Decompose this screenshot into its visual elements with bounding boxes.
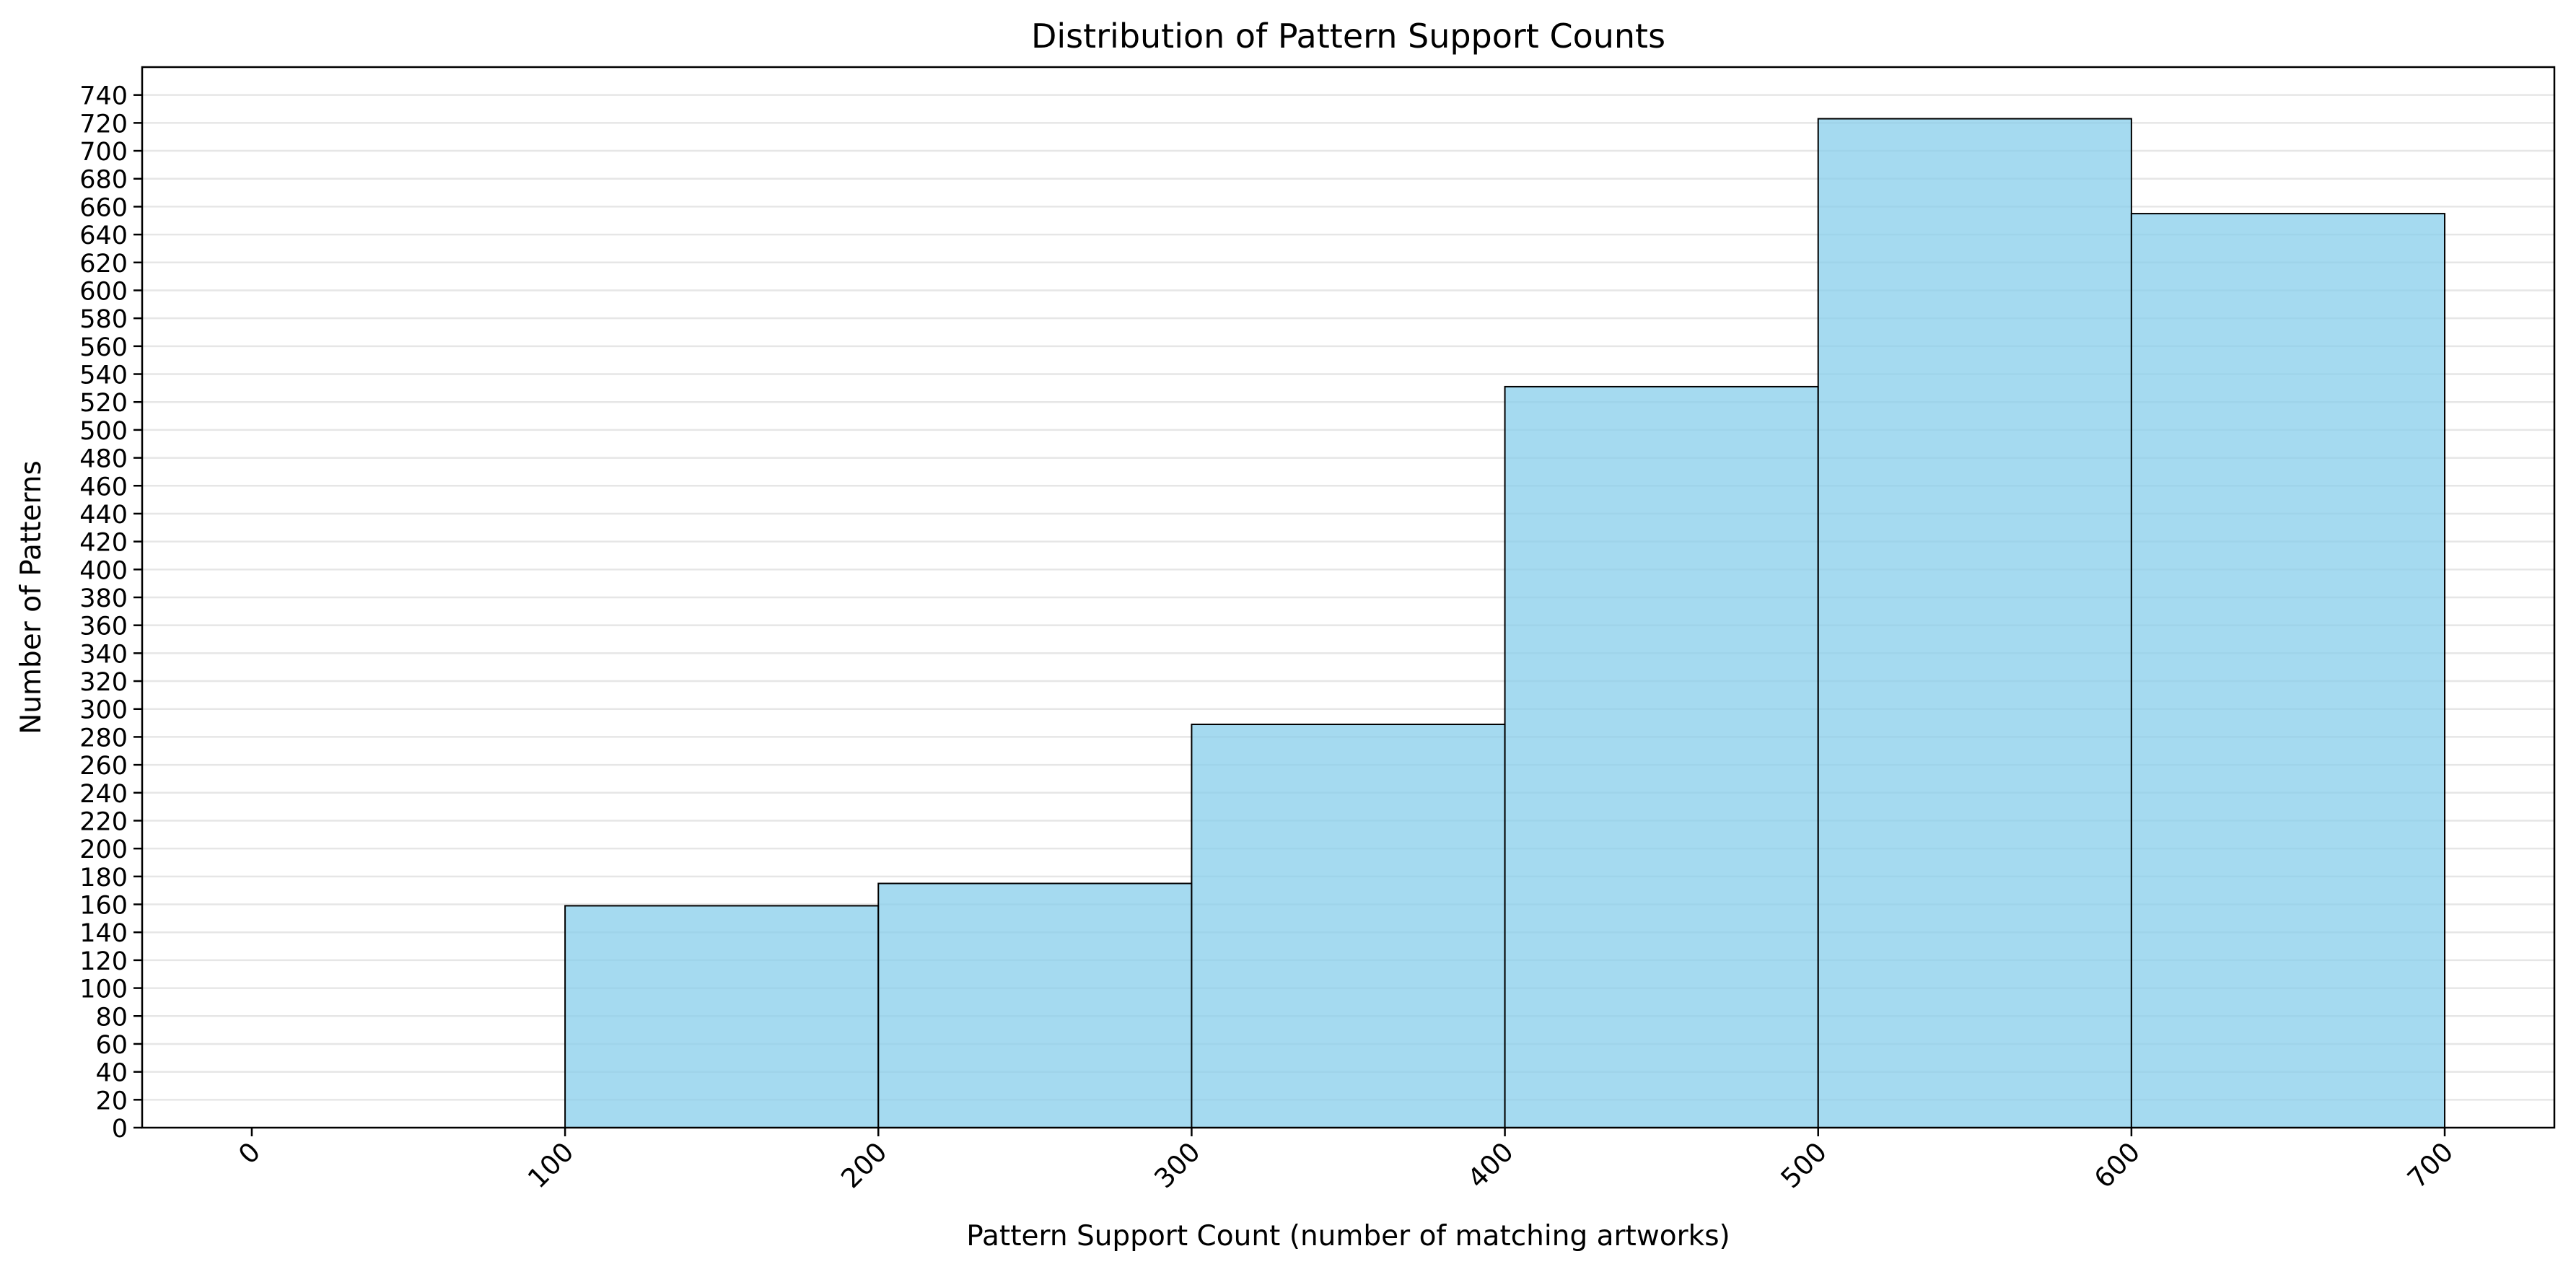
bars-layer: [564, 118, 2446, 1129]
y-tick-label: 100: [79, 975, 128, 1004]
y-tick-label: 540: [79, 361, 128, 390]
y-axis-label: Number of Patterns: [15, 460, 48, 734]
histogram-bar: [1817, 118, 2132, 1128]
y-tick-label: 280: [79, 724, 128, 752]
x-tick-label: 300: [1148, 1136, 1206, 1194]
x-axis-label: Pattern Support Count (number of matchin…: [966, 1220, 1730, 1252]
y-tick-label: 0: [112, 1115, 128, 1144]
histogram-bar: [564, 905, 880, 1129]
x-tick-label: 700: [2401, 1136, 2459, 1194]
y-tick-label: 660: [79, 193, 128, 222]
y-axis-ticks: 0204060801001201401601802002202402602803…: [79, 82, 142, 1144]
y-tick-label: 260: [79, 752, 128, 781]
y-tick-label: 380: [79, 584, 128, 613]
y-tick-label: 320: [79, 668, 128, 697]
x-axis-ticks: 0 100 200 300 400 500 600 700: [232, 1128, 2459, 1194]
y-tick-label: 400: [79, 556, 128, 585]
x-tick-label: 500: [1775, 1136, 1833, 1194]
y-tick-label: 620: [79, 250, 128, 278]
y-tick-label: 580: [79, 305, 128, 334]
x-tick-label: 0: [232, 1136, 266, 1170]
histogram-bar: [2130, 213, 2446, 1128]
y-tick-label: 720: [79, 110, 128, 139]
y-tick-label: 220: [79, 807, 128, 836]
y-tick-label: 520: [79, 389, 128, 418]
y-tick-label: 560: [79, 333, 128, 362]
y-tick-label: 60: [95, 1031, 128, 1060]
y-tick-label: 360: [79, 613, 128, 641]
y-tick-label: 240: [79, 780, 128, 809]
y-tick-label: 500: [79, 417, 128, 446]
x-tick-label: 400: [1462, 1136, 1520, 1194]
y-tick-label: 740: [79, 82, 128, 111]
y-tick-label: 20: [95, 1087, 128, 1115]
y-tick-label: 40: [95, 1059, 128, 1088]
x-tick-label: 600: [2088, 1136, 2146, 1194]
y-tick-label: 480: [79, 445, 128, 474]
y-tick-label: 600: [79, 277, 128, 306]
y-tick-label: 680: [79, 166, 128, 195]
y-tick-label: 420: [79, 529, 128, 558]
x-tick-label: 200: [835, 1136, 893, 1194]
y-tick-label: 180: [79, 864, 128, 892]
y-tick-label: 200: [79, 835, 128, 864]
y-tick-label: 460: [79, 473, 128, 501]
histogram-bar: [1191, 724, 1506, 1128]
y-tick-label: 160: [79, 892, 128, 921]
y-tick-label: 700: [79, 138, 128, 167]
y-tick-label: 300: [79, 696, 128, 725]
histogram-bar: [877, 882, 1193, 1129]
y-tick-label: 440: [79, 501, 128, 530]
y-tick-label: 640: [79, 221, 128, 250]
y-tick-label: 140: [79, 919, 128, 948]
x-tick-label: 100: [522, 1136, 579, 1194]
histogram-bar: [1504, 385, 1819, 1128]
y-tick-label: 120: [79, 947, 128, 976]
y-tick-label: 340: [79, 640, 128, 669]
y-tick-label: 80: [95, 1003, 128, 1032]
chart-title: Distribution of Pattern Support Counts: [1031, 17, 1665, 56]
